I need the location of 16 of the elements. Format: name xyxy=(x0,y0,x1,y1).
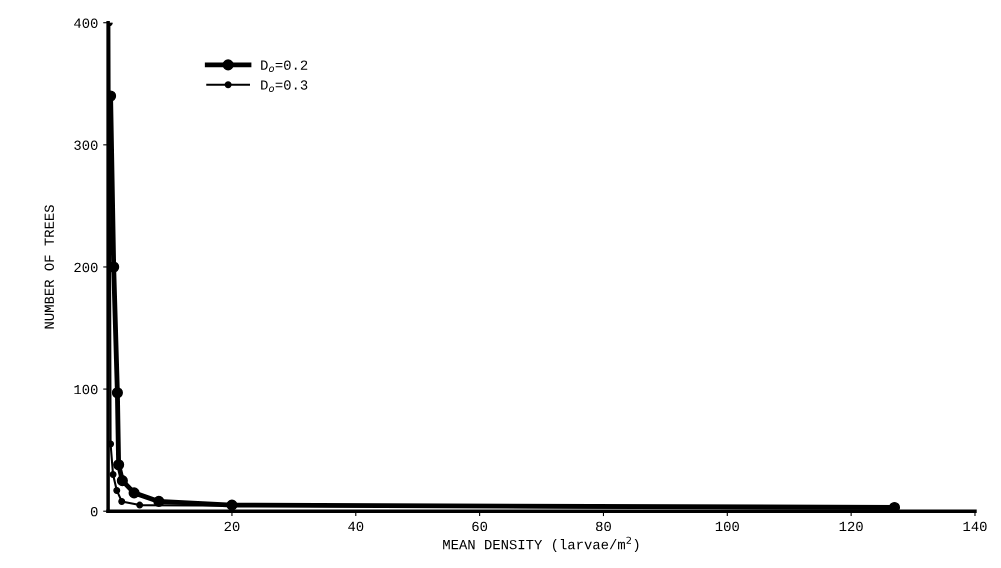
y-tick-label: 0 xyxy=(90,506,98,517)
x-tick-label: 20 xyxy=(224,521,240,532)
y-tick-label: 100 xyxy=(74,384,98,395)
y-tick-label: 200 xyxy=(74,262,98,273)
x-axis-title: MEAN DENSITY (larvae/m$^{2}$) xyxy=(443,536,639,553)
x-tick-label: 100 xyxy=(715,521,739,532)
y-tick-label: 300 xyxy=(74,140,98,151)
y-axis-title: NUMBER OF TREES xyxy=(44,205,54,329)
x-tick-label: 40 xyxy=(348,521,364,532)
y-tick-label: 400 xyxy=(74,18,98,28)
x-tick-label: 140 xyxy=(963,521,987,532)
x-tick-label: 80 xyxy=(596,521,611,532)
legend-label: D$_{o}$=0.2 xyxy=(261,60,308,73)
legend-label: D$_{o}$=0.3 xyxy=(261,80,308,92)
x-tick-label: 60 xyxy=(472,521,488,532)
x-tick-label: 120 xyxy=(839,521,863,532)
